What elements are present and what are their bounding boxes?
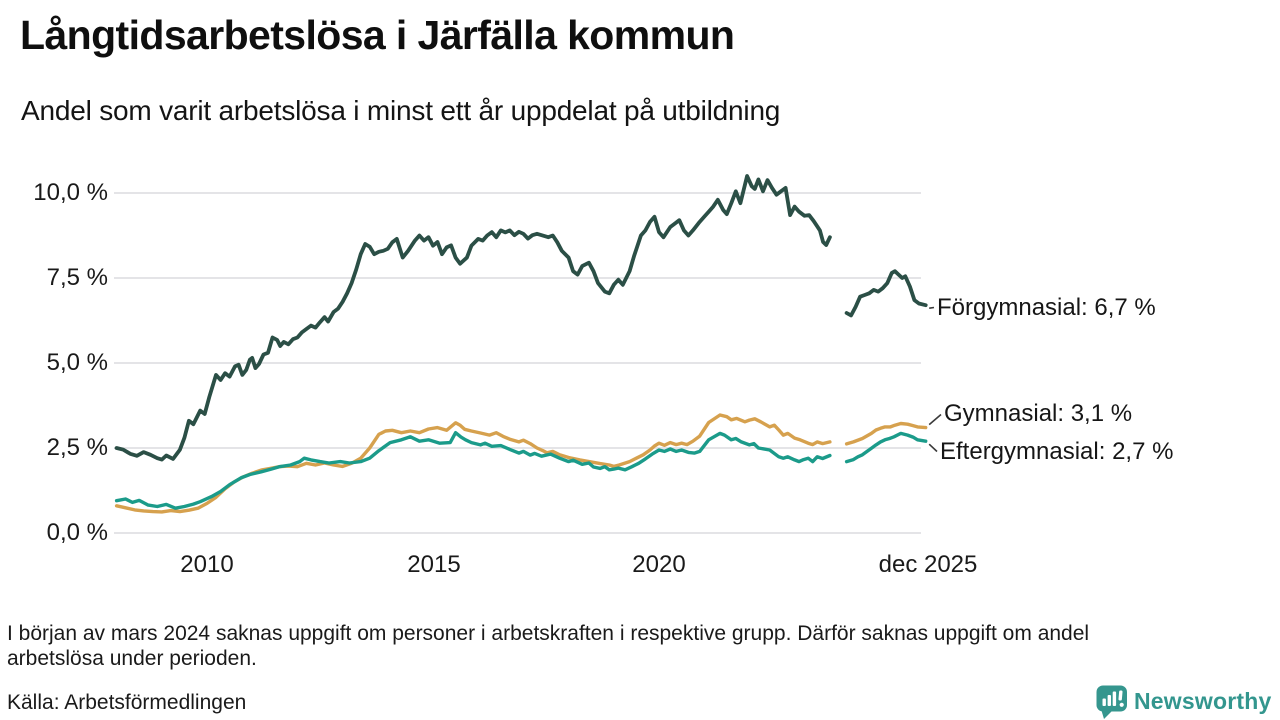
label-connector-eftergymnasial <box>928 443 938 453</box>
series-line-eftergymnasial <box>844 431 928 464</box>
y-tick-label-2-5: 2,5 % <box>46 434 108 461</box>
x-tick-label-2020: 2020 <box>632 551 686 578</box>
series-line-förgymnasial <box>844 269 928 318</box>
series-end-label-forgymnasial: Förgymnasial: 6,7 % <box>937 294 1156 321</box>
x-tick-label-2015: 2015 <box>407 551 461 578</box>
source-credit: Källa: Arbetsförmedlingen <box>7 691 247 714</box>
label-connector-gymnasial <box>928 413 942 426</box>
series-lines <box>114 174 928 514</box>
data-gap-footnote: I början av mars 2024 saknas uppgift om … <box>7 622 1090 670</box>
x-tick-label-2010: 2010 <box>180 551 234 578</box>
series-line-förgymnasial <box>114 174 832 462</box>
page-subtitle: Andel som varit arbetslösa i minst ett å… <box>21 95 781 126</box>
y-tick-label-10: 10,0 % <box>33 179 108 206</box>
newsworthy-wordmark: Newsworthy <box>1134 688 1272 714</box>
y-tick-label-7-5: 7,5 % <box>46 264 108 291</box>
y-tick-label-0: 0,0 % <box>46 519 108 546</box>
label-connectors <box>928 306 942 453</box>
newsworthy-chart-bubble-icon <box>1096 685 1127 719</box>
series-line-eftergymnasial <box>114 431 832 510</box>
series-end-label-gymnasial: Gymnasial: 3,1 % <box>944 400 1133 427</box>
y-tick-label-5: 5,0 % <box>46 349 108 376</box>
page-title: Långtidsarbetslösa i Järfälla kommun <box>20 12 735 58</box>
series-line-gymnasial <box>114 413 832 514</box>
x-tick-label-dec-2025: dec 2025 <box>878 551 978 578</box>
label-connector-förgymnasial <box>929 306 935 309</box>
series-line-gymnasial <box>844 421 928 446</box>
series-end-label-eftergymnasial: Eftergymnasial: 2,7 % <box>940 438 1174 465</box>
